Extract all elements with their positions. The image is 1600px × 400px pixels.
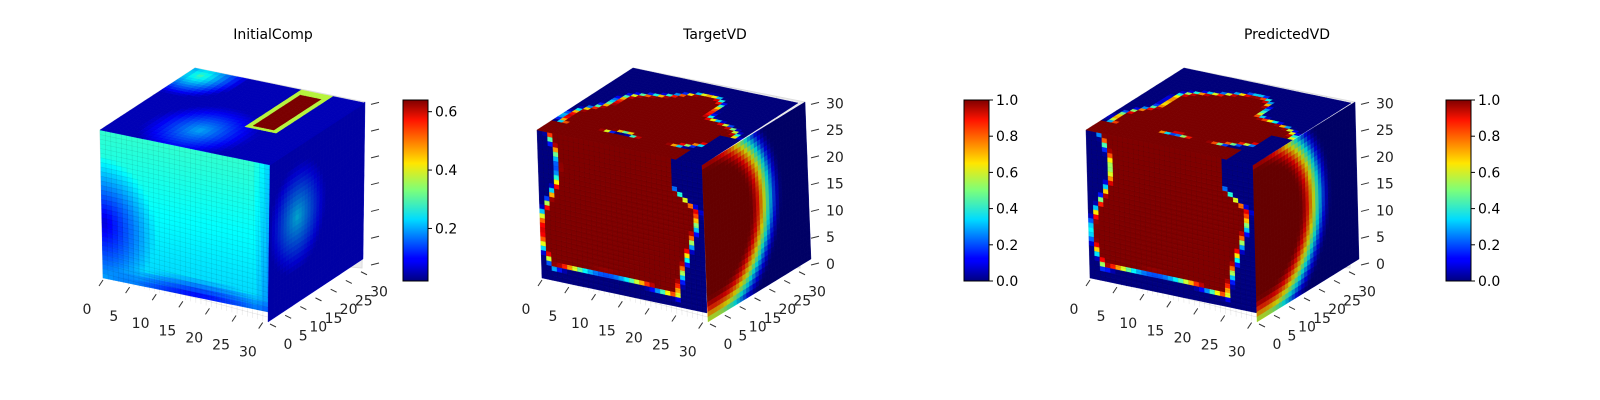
x-tick-mark <box>151 293 157 301</box>
z-tick-mark <box>370 182 380 186</box>
colorbar-tick-label: 0.2 <box>435 222 457 238</box>
x-tick-label: 20 <box>185 330 203 346</box>
y-tick-mark <box>330 288 337 293</box>
z-tick-mark <box>370 155 380 159</box>
voxel-cell <box>155 284 162 291</box>
voxel-cell <box>562 277 569 284</box>
y-tick-mark <box>360 271 368 276</box>
colorbar-gradient <box>402 99 429 282</box>
panel-title: InitialComp <box>233 27 313 43</box>
y-tick-mark <box>345 280 353 284</box>
x-tick-mark <box>98 279 104 287</box>
y-tick-mark <box>315 297 322 302</box>
x-tick-mark <box>258 322 264 329</box>
targetvd-panel: TargetVD 0 5 10 15 20 25 30 0510152025300510152… <box>522 27 1019 361</box>
x-tick-label: 10 <box>132 316 150 332</box>
x-tick-label: 30 <box>239 345 257 361</box>
panel-title: TargetVD <box>682 27 747 43</box>
y-tick-mark <box>269 323 277 328</box>
y-tick-label: 5 <box>299 328 308 344</box>
z-tick-mark <box>370 101 380 105</box>
y-tick-label: 0 <box>284 337 293 353</box>
voxel-cell <box>567 278 574 285</box>
voxel-cell <box>203 293 210 301</box>
colorbar-tick-label: 0.6 <box>435 105 457 121</box>
x-tick-label: 15 <box>158 323 176 339</box>
x-tick-mark <box>178 301 184 308</box>
voxel-cell <box>240 301 247 308</box>
y-tick-mark <box>284 314 292 319</box>
z-tick-mark <box>370 208 380 212</box>
x-tick-label: 25 <box>212 338 230 354</box>
colorbar-tick-label: 0.4 <box>435 163 457 179</box>
x-tick-mark <box>231 315 237 322</box>
y-tick-label: 30 <box>370 285 388 301</box>
z-tick-mark <box>370 235 380 239</box>
z-tick-mark <box>370 262 380 266</box>
x-tick-mark <box>205 308 210 315</box>
colorbar: 0.2 0.4 0.6 <box>402 99 457 282</box>
voxel-cell <box>603 286 610 293</box>
z-tick-mark <box>370 128 380 132</box>
x-tick-mark <box>125 286 131 294</box>
voxel-cell <box>235 300 242 307</box>
x-tick-label: 5 <box>109 309 118 325</box>
y-tick-mark <box>300 306 307 311</box>
x-tick-label: 0 <box>83 302 92 318</box>
